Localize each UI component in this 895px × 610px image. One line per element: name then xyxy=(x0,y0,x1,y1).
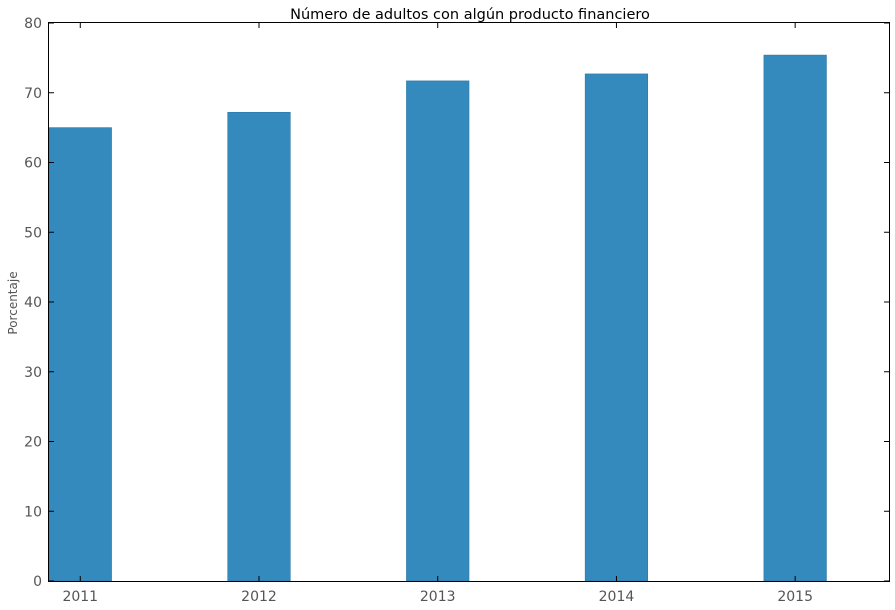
chart-title: Número de adultos con algún producto fin… xyxy=(290,7,650,23)
y-tick-label: 80 xyxy=(24,16,42,32)
bar-2013 xyxy=(406,80,470,582)
y-tick-label: 50 xyxy=(24,225,42,241)
y-tick-label: 60 xyxy=(24,156,42,172)
bars-layer xyxy=(48,54,827,582)
x-tick-label: 2012 xyxy=(241,589,277,605)
x-tick-label: 2011 xyxy=(62,589,98,605)
ticks-layer: 2011 2012 2013 2014 2015 0 10 20 30 40 50 60 70 80 xyxy=(24,16,889,605)
y-tick-label: 40 xyxy=(24,295,42,311)
y-tick-label: 0 xyxy=(33,574,42,590)
bar-2012 xyxy=(227,111,291,582)
x-tick-label: 2014 xyxy=(599,589,635,605)
bar-2011 xyxy=(48,127,112,582)
bar-2014 xyxy=(584,73,649,582)
x-tick-label: 2015 xyxy=(777,589,813,605)
y-tick-label: 70 xyxy=(24,86,42,102)
y-tick-label: 30 xyxy=(24,365,42,381)
y-tick-label: 20 xyxy=(24,435,42,451)
x-tick-label: 2013 xyxy=(420,589,456,605)
bar-2015 xyxy=(763,54,827,582)
plot-frame xyxy=(48,22,890,582)
y-axis-label: Porcentaje xyxy=(6,271,20,334)
y-tick-label: 10 xyxy=(24,504,42,520)
